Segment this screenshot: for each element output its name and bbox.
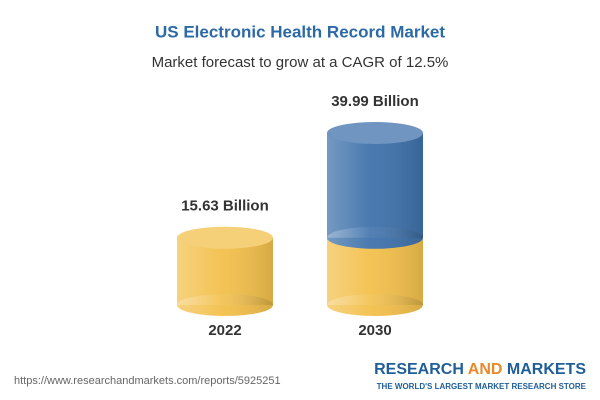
brand-tagline: THE WORLD'S LARGEST MARKET RESEARCH STOR… — [377, 382, 587, 391]
cylinder-top — [177, 226, 273, 249]
x-tick-label: 2022 — [208, 322, 241, 339]
cylinder-top-light — [327, 122, 423, 144]
brand-word: MARKETS — [507, 361, 586, 378]
brand: RESEARCH AND MARKETS — [374, 361, 586, 378]
chart-title: US Electronic Health Record Market — [155, 22, 445, 41]
value-label: 39.99 Billion — [331, 93, 419, 110]
cylinder-shade — [327, 294, 423, 316]
value-label: 15.63 Billion — [181, 198, 269, 215]
cylinder-shade — [327, 237, 423, 305]
chart-subtitle: Market forecast to grow at a CAGR of 12.… — [152, 54, 449, 71]
cylinder-shade — [327, 226, 423, 249]
x-tick-label: 2030 — [358, 322, 391, 339]
cylinder-shade — [177, 294, 273, 316]
cylinder-top — [327, 122, 423, 144]
cylinder-top-light — [177, 226, 273, 249]
cylinder-shade — [327, 133, 423, 238]
source-url: https://www.researchandmarkets.com/repor… — [14, 375, 281, 387]
brand-word: AND — [468, 361, 503, 378]
brand-word: RESEARCH — [374, 361, 464, 378]
cylinder-shade — [177, 237, 273, 305]
